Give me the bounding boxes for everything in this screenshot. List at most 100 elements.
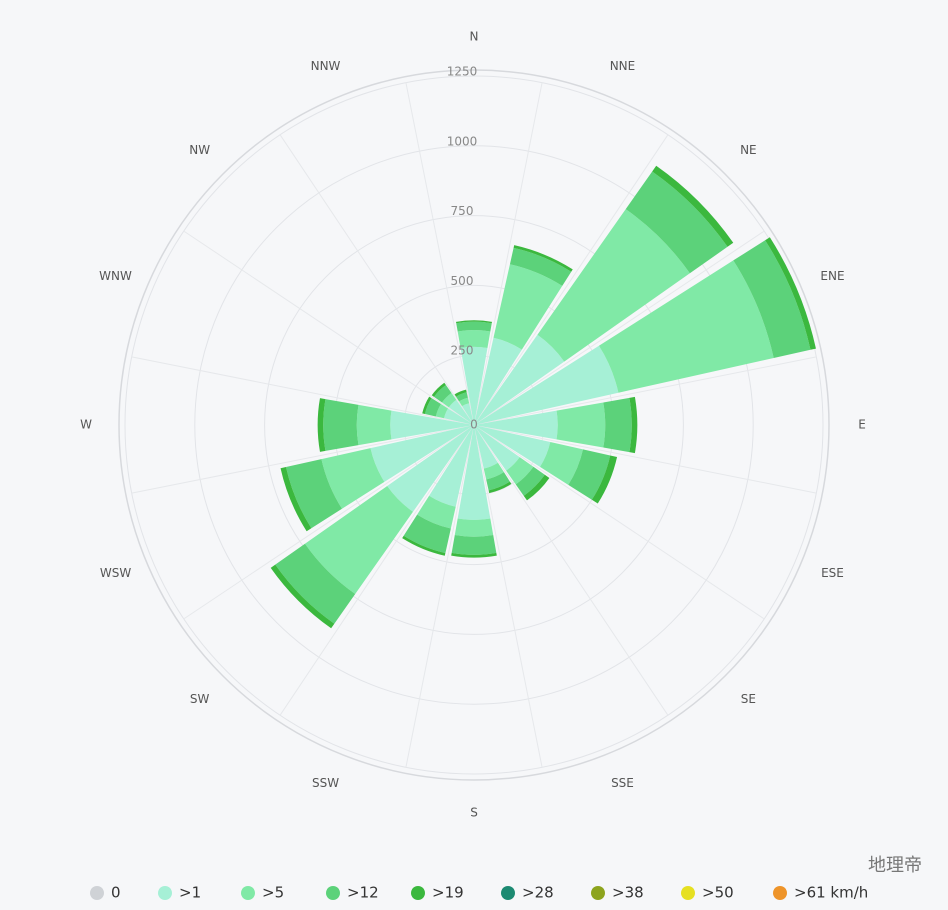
direction-label: NNW [311, 59, 341, 73]
bar-segment [603, 397, 632, 453]
bar-segment [537, 209, 690, 362]
direction-label: S [470, 806, 478, 820]
bar-segment [270, 564, 335, 629]
grid-spoke [473, 356, 817, 426]
legend-text: >12 [347, 884, 379, 902]
bar-segment [317, 398, 326, 452]
legend-marker [591, 886, 605, 900]
bar-segment [402, 535, 446, 556]
grid-circle [124, 75, 824, 775]
bar-segment [488, 481, 512, 494]
bar-segment [457, 330, 491, 348]
r-tick-label: 750 [451, 204, 474, 218]
direction-label: ENE [820, 269, 844, 283]
bar-segment [442, 393, 457, 408]
bar-segment [568, 449, 611, 500]
grid-spoke [405, 82, 475, 426]
bar-segment [474, 345, 619, 425]
bar-segment [460, 346, 488, 425]
bar-segment [591, 455, 618, 504]
direction-label: SSE [611, 776, 634, 790]
direction-label: NNE [610, 59, 636, 73]
direction-label: WNW [99, 269, 132, 283]
bar-segment [457, 425, 491, 520]
legend-text: >19 [432, 884, 464, 902]
grid-spoke [473, 82, 543, 426]
legend-marker [326, 886, 340, 900]
bar-segment [625, 171, 728, 274]
bar-segment [513, 245, 573, 272]
grid-spoke [473, 230, 765, 426]
bar-segment [323, 399, 359, 451]
legend-text: >1 [179, 884, 201, 902]
direction-label: NE [740, 143, 757, 157]
bar-segment [515, 466, 545, 496]
grid-circle [264, 215, 684, 635]
bar-segment [454, 389, 467, 397]
bar-segment [462, 403, 474, 425]
grid-spoke [183, 424, 475, 620]
legend-marker [411, 886, 425, 900]
direction-label: ESE [821, 566, 844, 580]
bar-segment [509, 247, 572, 286]
r-tick-label: 1250 [447, 65, 478, 79]
r-tick-label: 500 [451, 274, 474, 288]
bar-segment [474, 425, 498, 469]
bar-segment [387, 425, 474, 512]
bar-segment [506, 457, 534, 485]
grid-spoke [473, 424, 543, 768]
bar-segment [435, 404, 449, 419]
legend-marker [773, 886, 787, 900]
bar-segment [733, 240, 811, 359]
grid-spoke [473, 134, 669, 426]
bar-segment [431, 382, 446, 397]
bar-segment [451, 552, 497, 558]
legend-marker [501, 886, 515, 900]
grid-spoke [473, 424, 669, 716]
direction-label: SE [741, 692, 756, 706]
legend-marker [241, 886, 255, 900]
bar-segment [304, 486, 413, 595]
r-tick-label: 1000 [447, 134, 478, 148]
grid-spoke [473, 424, 765, 620]
legend-marker [90, 886, 104, 900]
bar-segment [403, 514, 451, 554]
bar-segment [474, 334, 565, 425]
legend-text: >28 [522, 884, 554, 902]
grid-circle [194, 145, 754, 705]
outer-ring [118, 69, 830, 781]
bar-segment [459, 397, 470, 407]
direction-label: SSW [312, 776, 339, 790]
bar-segment [422, 396, 432, 415]
bar-segment [454, 518, 494, 537]
legend-marker [158, 886, 172, 900]
bar-segment [540, 442, 583, 485]
bar-segment [556, 402, 606, 448]
grid-spoke [183, 230, 475, 426]
direction-label: N [470, 30, 479, 44]
bar-segment [390, 410, 474, 440]
bar-segment [434, 385, 452, 403]
direction-label: E [858, 418, 866, 432]
bar-segment [448, 399, 474, 425]
r-tick-label: 0 [470, 418, 478, 432]
legend-text: >38 [612, 884, 644, 902]
grid-spoke [131, 356, 475, 426]
bar-segment [370, 425, 474, 482]
bar-segment [598, 260, 774, 393]
bar-segment [285, 459, 342, 529]
bar-segment [444, 408, 474, 425]
bar-segment [474, 425, 551, 467]
grid-spoke [473, 424, 817, 494]
bar-segment [275, 543, 356, 624]
bar-segment [523, 474, 550, 501]
legend-text: >61 km/h [794, 884, 868, 902]
grid-spoke [131, 424, 475, 494]
direction-label: NW [189, 143, 210, 157]
bar-segment [429, 425, 474, 507]
r-tick-label: 250 [451, 344, 474, 358]
bar-segment [629, 396, 638, 454]
direction-label: WSW [100, 566, 131, 580]
